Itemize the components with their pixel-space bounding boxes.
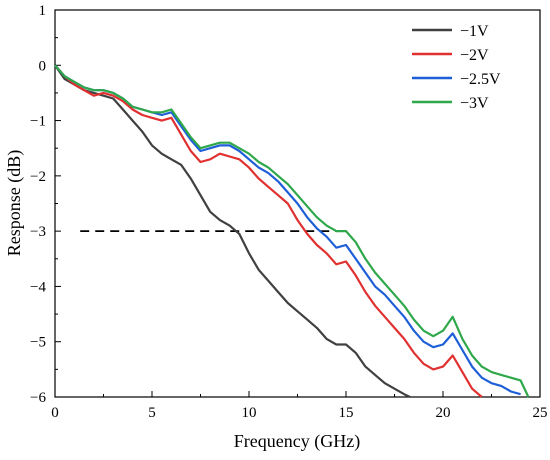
legend-label: −3V [460,95,489,112]
legend-label: −2.5V [460,71,501,88]
series-line [54,64,483,398]
x-tick-label: 15 [339,405,354,421]
y-tick-label: −3 [30,224,46,240]
y-tick-label: −6 [30,390,46,406]
y-tick-label: −1 [30,114,46,130]
y-tick-label: −5 [30,335,46,351]
x-tick-label: 0 [51,405,59,421]
y-tick-label: −4 [30,279,46,295]
series-line [54,64,411,398]
series-line [54,64,530,398]
y-axis-label: Response (dB) [4,150,25,257]
series-line [54,64,521,396]
x-tick-label: 10 [242,405,257,421]
y-tick-label: 0 [39,58,47,74]
legend-label: −1V [460,23,489,40]
x-tick-label: 25 [533,405,548,421]
x-tick-label: 20 [436,405,451,421]
y-tick-label: 1 [39,3,47,19]
x-axis-label: Frequency (GHz) [234,431,360,452]
legend-label: −2V [460,47,489,64]
x-tick-label: 5 [148,405,156,421]
y-tick-label: −2 [30,169,46,185]
